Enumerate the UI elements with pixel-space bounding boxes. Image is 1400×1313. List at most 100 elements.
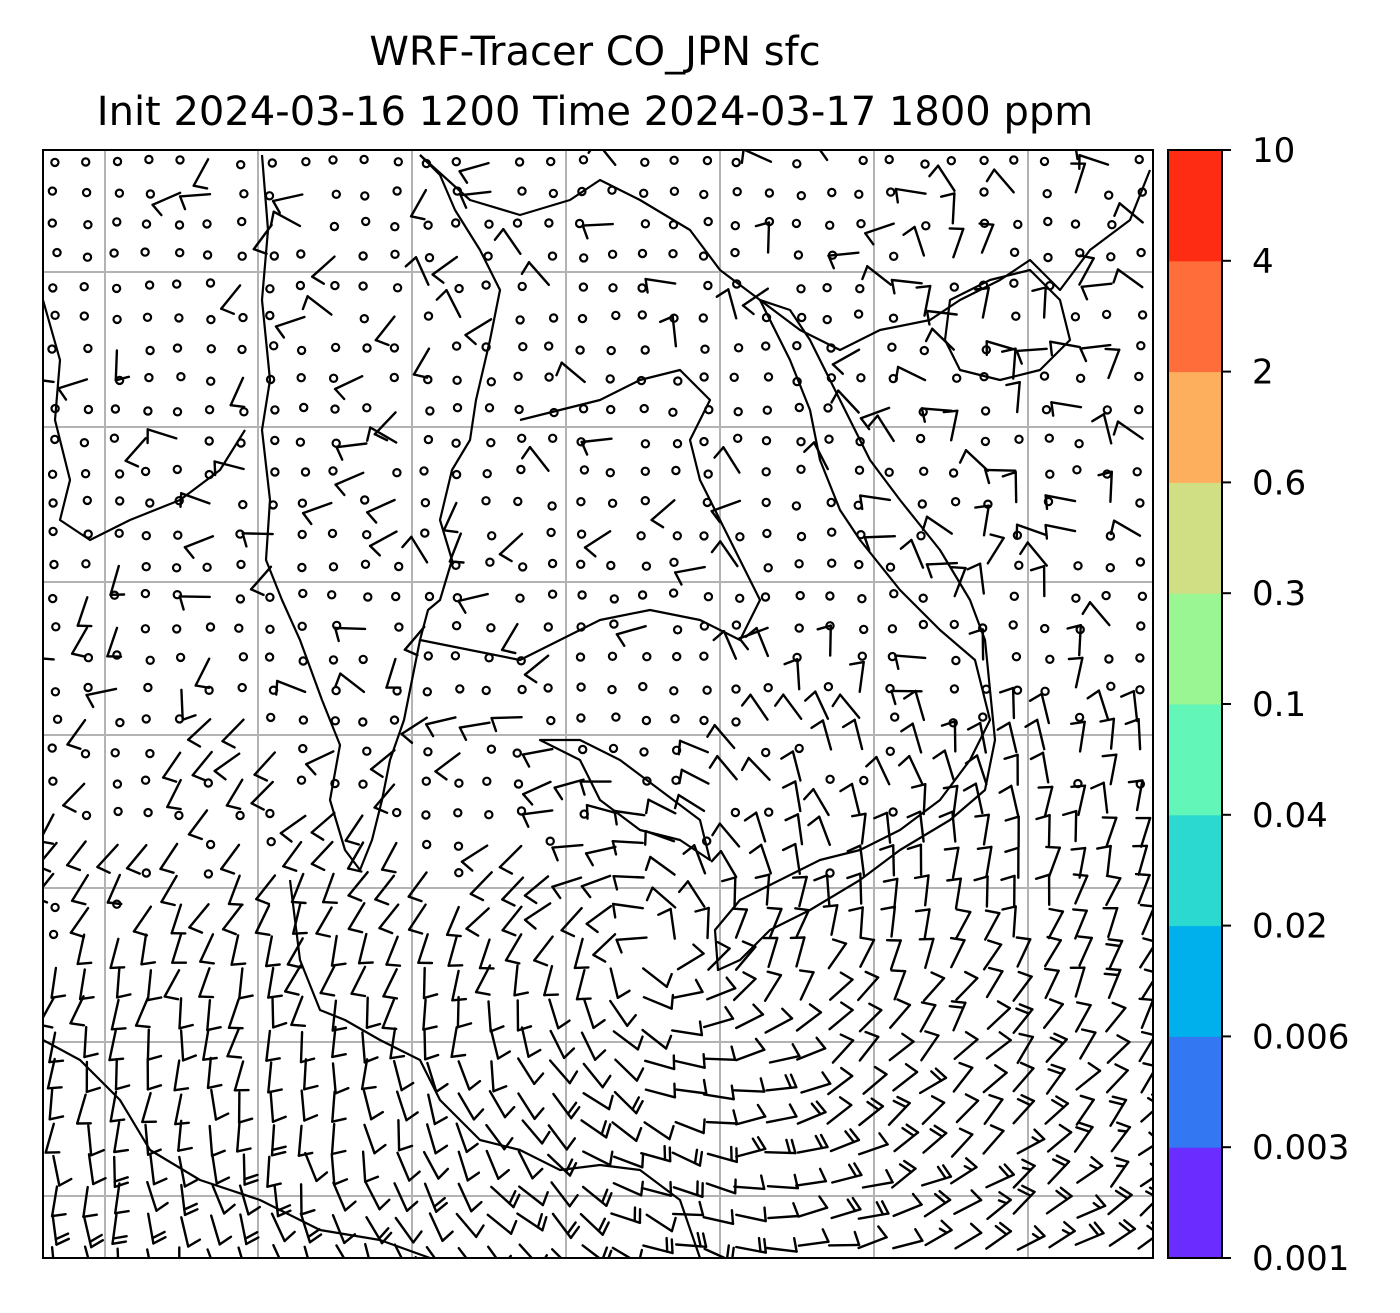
wind-barb (924, 1219, 953, 1247)
wind-barb (579, 780, 612, 796)
wind-barb (607, 498, 618, 508)
wind-barb (1015, 347, 1048, 365)
wind-barb (254, 904, 271, 936)
wind-barb (213, 460, 245, 477)
wind-barb (264, 191, 275, 201)
wind-barb (1106, 681, 1116, 692)
wind-barb (826, 373, 837, 383)
wind-barb (829, 971, 854, 1001)
wind-barb (906, 810, 925, 843)
wind-barb (702, 497, 713, 508)
wind-barb (357, 932, 374, 965)
wind-barb (409, 188, 428, 221)
wind-barb (265, 592, 275, 603)
wind-barb (996, 721, 1018, 754)
wind-barb (290, 872, 307, 905)
wind-barb (946, 155, 957, 166)
wind-barb (858, 1030, 880, 1062)
wind-barb (252, 223, 273, 255)
wind-barb (226, 1027, 243, 1059)
wind-barb (65, 840, 87, 872)
wind-barb (735, 1206, 767, 1223)
wind-barb (544, 341, 554, 351)
wind-barb (428, 1212, 454, 1243)
wind-barb (1105, 1063, 1129, 1094)
wind-barb (547, 501, 557, 511)
wind-barb (114, 188, 125, 198)
wind-barb (1050, 401, 1083, 417)
wind-barb (392, 807, 402, 818)
wind-barb (493, 227, 522, 256)
wind-barb (422, 839, 432, 850)
wind-barb (698, 313, 709, 323)
wind-barb (607, 185, 617, 195)
wind-barb (210, 1152, 231, 1185)
wind-barb (613, 1152, 645, 1169)
wind-barb (1103, 190, 1114, 200)
wind-barb (581, 1185, 613, 1208)
wind-barb (915, 284, 932, 317)
wind-barb (426, 1123, 449, 1155)
wind-barb (715, 288, 738, 320)
wind-barb (174, 496, 184, 506)
wind-barb (239, 1213, 260, 1246)
wind-barb (982, 1124, 1005, 1155)
wind-barb (794, 559, 804, 569)
wind-barb (1104, 347, 1121, 380)
wind-barb (297, 529, 307, 540)
wind-barb (454, 778, 464, 788)
wind-barb (951, 655, 961, 666)
wind-barb (730, 247, 740, 258)
wind-barb (264, 652, 275, 662)
wind-barb (179, 492, 211, 508)
wind-barb (1079, 343, 1112, 363)
wind-barb (974, 813, 990, 846)
colorbar-swatch (1168, 593, 1222, 705)
wind-barb (583, 530, 612, 558)
wind-barb (490, 1060, 508, 1093)
wind-barb (487, 531, 497, 541)
wind-barb (512, 748, 522, 758)
wind-barb (420, 528, 430, 538)
wind-barb (113, 806, 123, 817)
wind-barb (669, 686, 679, 696)
wind-barb (500, 622, 519, 655)
wind-barb (1009, 155, 1019, 165)
wind-barb (615, 625, 647, 647)
wind-barb (782, 780, 802, 813)
wind-barb (236, 438, 246, 448)
wind-barb (1132, 844, 1149, 876)
wind-barb (83, 529, 93, 539)
wind-barb (249, 565, 273, 597)
wind-barb (1070, 784, 1087, 817)
wind-barb (423, 220, 433, 230)
wind-barb (490, 716, 523, 733)
wind-barb (1070, 312, 1081, 322)
wind-barb (82, 495, 93, 506)
wind-barb (984, 909, 1001, 941)
wind-barb (764, 807, 774, 817)
wind-barb (518, 1185, 549, 1207)
wind-barb (644, 1082, 677, 1099)
wind-barb (857, 1200, 890, 1220)
wind-barb (702, 155, 713, 166)
wind-barb (334, 626, 367, 643)
wind-barb (841, 718, 864, 751)
wind-barb (1044, 523, 1077, 540)
wind-barb (83, 404, 94, 415)
wind-barb (267, 158, 277, 168)
wind-barb (1102, 405, 1113, 415)
wind-barb (857, 1225, 888, 1250)
wind-barb (112, 779, 123, 789)
wind-barb (265, 1029, 281, 1062)
wind-barb (253, 751, 276, 782)
wind-barb (374, 874, 396, 906)
wind-barb (270, 1212, 296, 1243)
wind-barb (606, 560, 616, 571)
wind-barb (161, 751, 182, 783)
colorbar-tick-label: 0.1 (1252, 685, 1306, 725)
wind-barb (608, 743, 619, 754)
wind-barb (192, 158, 210, 190)
wind-barb (270, 405, 280, 415)
wind-barb (423, 374, 433, 385)
